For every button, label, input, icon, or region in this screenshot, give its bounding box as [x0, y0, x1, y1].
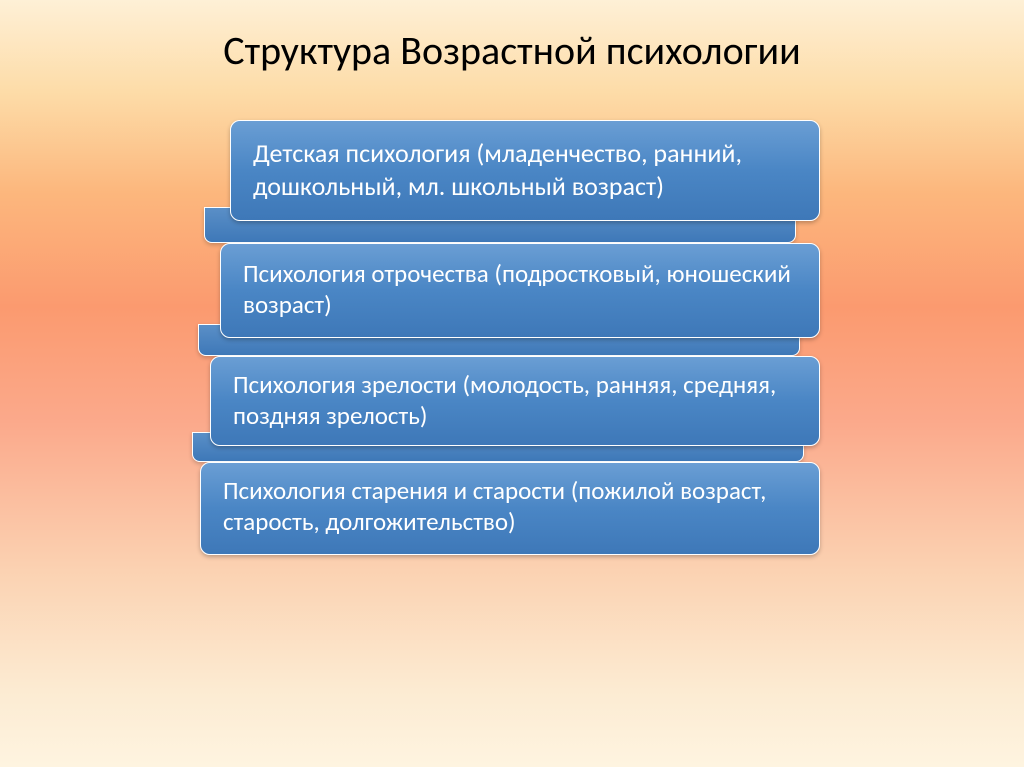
- block-stack: Детская психология (младенчество, ранний…: [200, 120, 820, 555]
- page-title: Структура Возрастной психологии: [0, 26, 1024, 75]
- list-item: Психология зрелости (молодость, ранняя, …: [200, 356, 820, 447]
- list-item: Детская психология (младенчество, ранний…: [200, 120, 820, 221]
- list-item: Психология отрочества (подростковый, юно…: [200, 243, 820, 338]
- block-1: Детская психология (младенчество, ранний…: [230, 120, 820, 221]
- block-4: Психология старения и старости (пожилой …: [200, 462, 820, 555]
- block-2: Психология отрочества (подростковый, юно…: [220, 243, 820, 338]
- slide: Структура Возрастной психологии Детская …: [0, 0, 1024, 767]
- block-3: Психология зрелости (молодость, ранняя, …: [210, 356, 820, 447]
- list-item: Психология старения и старости (пожилой …: [200, 462, 820, 555]
